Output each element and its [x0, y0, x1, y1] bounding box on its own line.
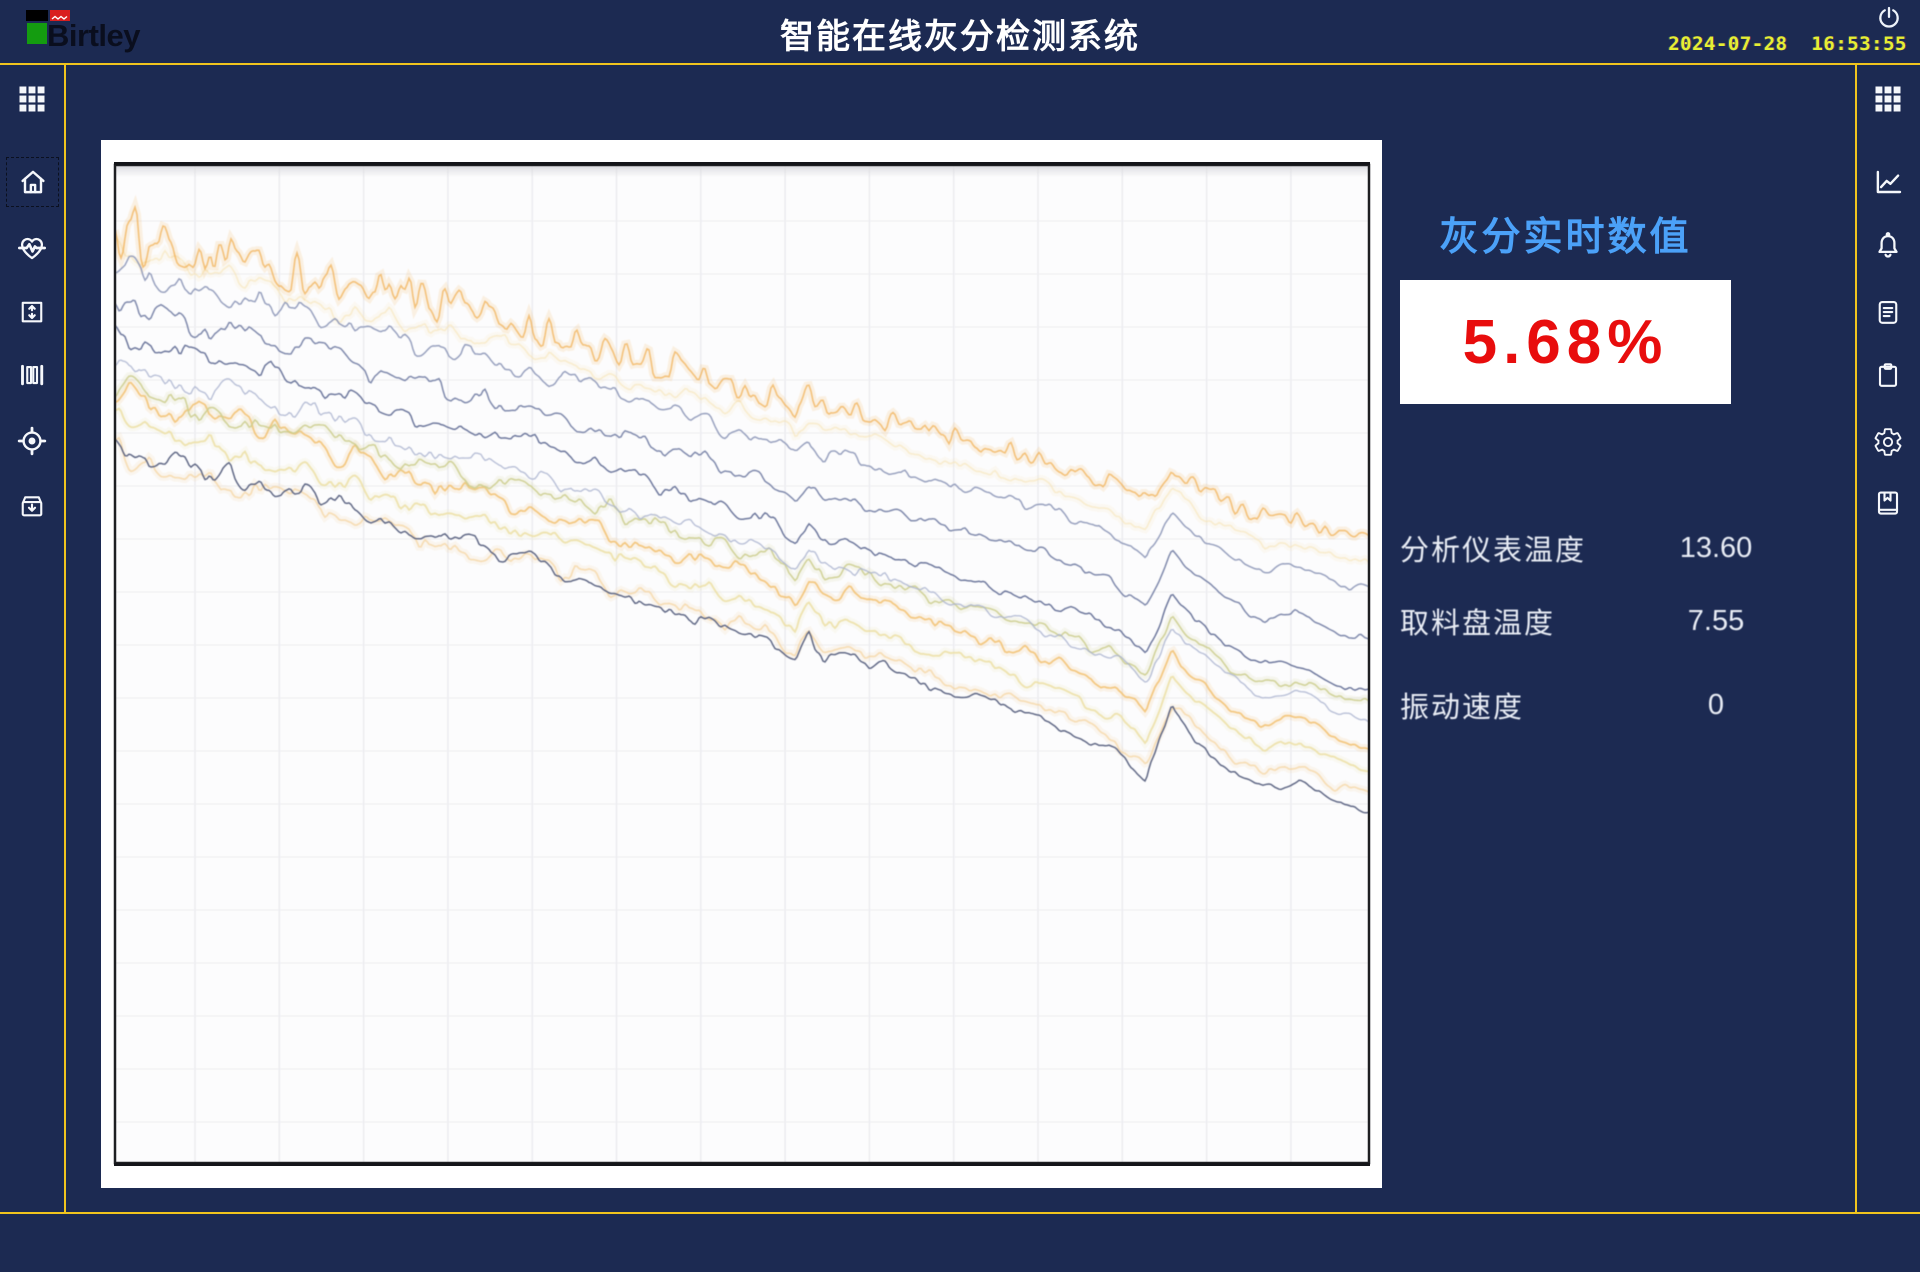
sidebar-item-level[interactable]: [13, 293, 51, 331]
logo-red-square: [50, 10, 70, 21]
report-icon: [1878, 300, 1898, 324]
sensor-label: 振动速度: [1400, 692, 1525, 724]
trend-chart-icon: [1876, 170, 1902, 194]
sidebar-item-tasks[interactable]: [1869, 356, 1907, 394]
sidebar-item-report[interactable]: [1869, 293, 1907, 331]
columns-icon: [21, 364, 44, 386]
sidebar-item-apps[interactable]: [13, 80, 51, 118]
sensor-label: 取料盘温度: [1400, 608, 1556, 640]
sidebar-item-trends[interactable]: [1869, 163, 1907, 201]
trend-chart-svg: [101, 140, 1382, 1188]
power-icon: [1879, 6, 1899, 28]
header-bar: Birtley 智能在线灰分检测系统 2024-07-28 16:53:55: [0, 0, 1920, 63]
sidebar-item-settings[interactable]: [1869, 423, 1907, 461]
power-button[interactable]: [1875, 5, 1903, 33]
clipboard-icon: [1878, 363, 1898, 387]
book-icon: [1877, 491, 1899, 515]
bell-icon: [1878, 232, 1898, 258]
sensor-value: 7.55: [1687, 604, 1745, 637]
grid-icon: [19, 86, 45, 112]
logo-black-square: [26, 10, 48, 21]
sensor-row: 分析仪表温度 13.60: [1400, 531, 1776, 568]
heartbeat-icon: [18, 237, 46, 260]
sidebar-item-alarms[interactable]: [1869, 227, 1907, 265]
sidebar-item-apps-right[interactable]: [1869, 80, 1907, 118]
target-icon: [17, 426, 47, 456]
panel-title: 灰分实时数值: [1439, 216, 1692, 259]
sidebar-item-archive[interactable]: [13, 487, 51, 525]
active-item-outline: [6, 157, 59, 207]
logo-green-square: [27, 23, 47, 44]
sidebar-item-health[interactable]: [13, 229, 51, 267]
left-sidebar-divider: [64, 65, 66, 1212]
ash-value: 5.68%: [1462, 307, 1669, 377]
ash-trend-chart: [101, 140, 1382, 1188]
logo-wave-icon: [51, 15, 68, 20]
header-divider: [0, 63, 1920, 65]
sidebar-item-columns[interactable]: [13, 356, 51, 394]
sensor-value: 0: [1707, 688, 1725, 721]
ash-value-card: 5.68%: [1400, 280, 1731, 404]
sidebar-item-manual[interactable]: [1869, 484, 1907, 522]
archive-box-icon: [21, 496, 43, 517]
logo-text: Birtley: [47, 18, 140, 53]
right-sidebar-divider: [1855, 65, 1857, 1212]
page-title: 智能在线灰分检测系统: [780, 18, 1140, 56]
sensor-label: 分析仪表温度: [1400, 535, 1587, 567]
brand-logo: Birtley: [24, 7, 184, 53]
sidebar-item-target[interactable]: [13, 422, 51, 460]
sidebar-item-home[interactable]: [14, 163, 52, 201]
datetime-display: 2024-07-28 16:53:55: [1668, 33, 1907, 55]
gear-icon: [1874, 428, 1902, 456]
home-icon: [20, 170, 45, 194]
sensor-value: 13.60: [1679, 531, 1753, 564]
footer-divider: [0, 1212, 1920, 1214]
grid-icon: [1875, 86, 1901, 112]
vertical-resize-icon: [21, 301, 43, 323]
sensor-row: 取料盘温度 7.55: [1400, 604, 1776, 641]
sensor-row: 振动速度 0: [1400, 688, 1776, 725]
